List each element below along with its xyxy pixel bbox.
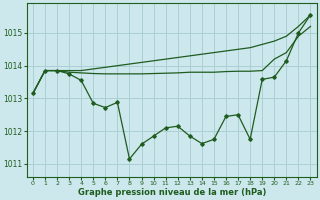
X-axis label: Graphe pression niveau de la mer (hPa): Graphe pression niveau de la mer (hPa) <box>77 188 266 197</box>
